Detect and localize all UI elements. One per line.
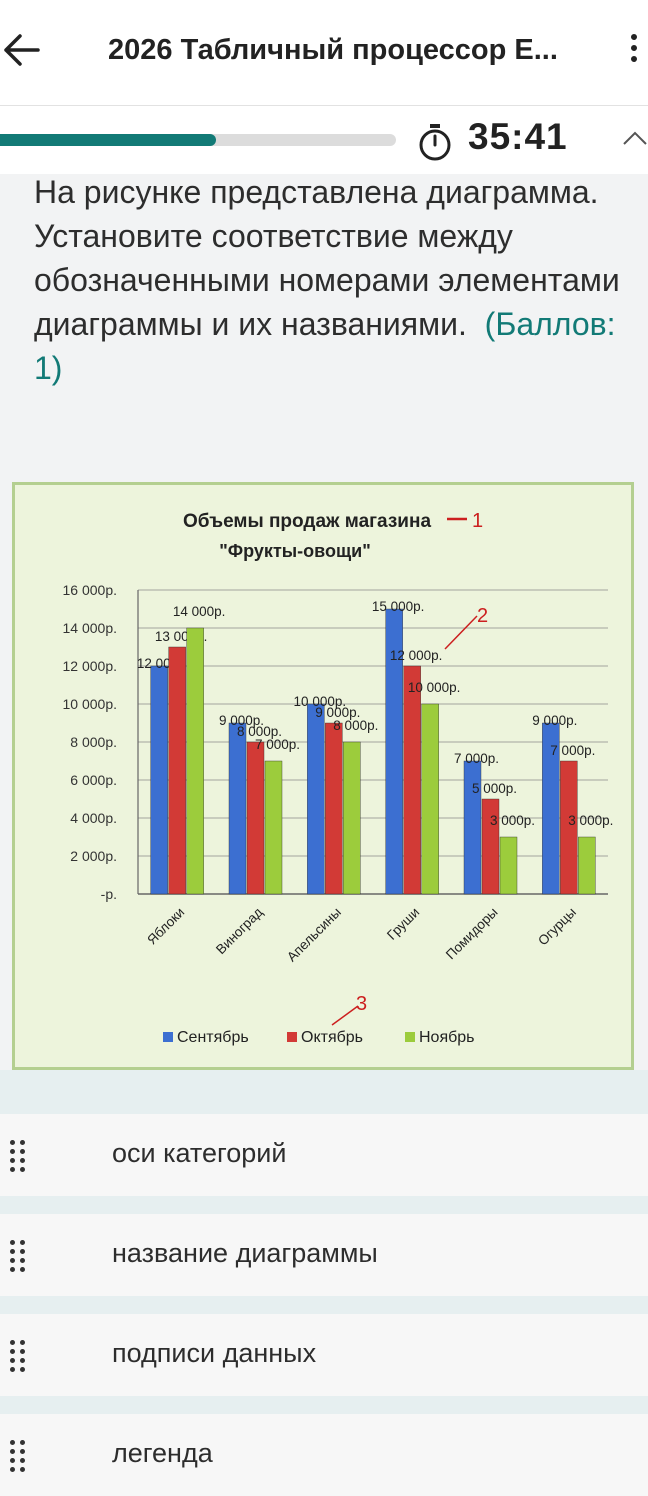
marker-line-3 <box>331 1005 359 1026</box>
bar <box>421 703 439 895</box>
bar <box>228 722 247 895</box>
bar <box>343 741 361 895</box>
progress-bar <box>0 134 396 146</box>
legend-label: Сентябрь <box>177 1029 249 1046</box>
y-tick-label: 8 000р. <box>70 734 117 750</box>
y-tick-label: 10 000р. <box>63 696 118 712</box>
y-tick-label: 14 000р. <box>63 620 118 636</box>
back-button[interactable] <box>0 28 44 72</box>
data-label: 7 000р. <box>255 737 300 752</box>
y-tick-label: 6 000р. <box>70 772 117 788</box>
y-tick-label: 2 000р. <box>70 848 117 864</box>
answer-item-2[interactable]: название диаграммы <box>0 1214 648 1296</box>
x-tick-label: Виноград <box>213 904 266 957</box>
bar <box>560 760 578 895</box>
bar <box>168 646 186 895</box>
bar <box>307 703 325 895</box>
legend-swatch <box>405 1032 415 1042</box>
x-tick-label: Яблоки <box>144 905 187 948</box>
timer: 35:41 <box>468 116 568 157</box>
answer-item-3[interactable]: подписи данных <box>0 1314 648 1396</box>
data-label: 3 000р. <box>568 813 613 828</box>
chart-image: 16 000р. 14 000р. 12 000р. 10 000р. 8 000р. 6… <box>12 482 634 1070</box>
drag-handle-icon[interactable] <box>10 1240 30 1272</box>
bar <box>403 665 421 895</box>
marker-1: 1 <box>472 510 483 532</box>
answer-label: название диаграммы <box>112 1238 378 1268</box>
drag-handle-icon[interactable] <box>10 1440 30 1472</box>
data-label: 3 000р. <box>490 813 535 828</box>
bar <box>264 760 283 895</box>
more-vertical-icon-dot <box>631 56 637 62</box>
x-tick-label: Груши <box>384 905 422 943</box>
legend-label: Октябрь <box>301 1029 363 1046</box>
progress-row: 35:41 <box>0 106 648 174</box>
bar <box>481 798 500 895</box>
more-menu-button[interactable] <box>624 34 644 70</box>
more-vertical-icon <box>631 34 637 40</box>
data-label: 9 000р. <box>532 713 577 728</box>
legend-swatch <box>287 1032 297 1042</box>
bar <box>542 722 560 895</box>
data-label: 14 000р. <box>173 604 226 619</box>
x-tick-label: Помидоры <box>443 905 501 963</box>
data-label: 8 000р. <box>333 718 378 733</box>
y-tick-label: 16 000р. <box>63 582 118 598</box>
answer-item-4[interactable]: легенда <box>0 1414 648 1496</box>
chart-subtitle: "Фрукты-овощи" <box>219 541 370 561</box>
bar-chart: 16 000р.14 000р.12 000р.10 000р.8 000р.6… <box>63 510 614 1046</box>
answer-item-1[interactable]: оси категорий <box>0 1114 648 1196</box>
marker-line-2 <box>444 615 478 650</box>
data-label: 15 000р. <box>372 599 425 614</box>
data-label: 12 000р. <box>390 648 443 663</box>
legend-label: Ноябрь <box>419 1029 475 1046</box>
drag-handle-icon[interactable] <box>10 1140 30 1172</box>
data-label: 5 000р. <box>472 781 517 796</box>
drag-handle-icon[interactable] <box>10 1340 30 1372</box>
answer-label: легенда <box>112 1438 213 1468</box>
data-label: 9 000р. <box>219 713 264 728</box>
chart-title: Объемы продаж магазина <box>183 511 431 532</box>
bar <box>246 741 265 895</box>
data-label: 10 000р. <box>294 694 347 709</box>
bar <box>385 608 403 895</box>
arrow-left-icon <box>4 34 40 66</box>
data-label: 9 000р. <box>315 705 360 720</box>
x-tick-label: Апельсины <box>284 905 344 965</box>
app-header: 2026 Табличный процессор E... <box>0 0 648 106</box>
marker-3: 3 <box>356 993 367 1015</box>
marker-2: 2 <box>477 605 488 627</box>
stopwatch-icon <box>419 124 451 161</box>
question-points: (Баллов: 1) <box>34 306 616 386</box>
x-tick-label: Огурцы <box>535 905 579 949</box>
y-tick-label: 12 000р. <box>63 658 118 674</box>
answer-label: оси категорий <box>112 1138 287 1168</box>
data-label: 7 000р. <box>550 743 595 758</box>
y-tick-label: -р. <box>101 886 117 902</box>
bar <box>325 722 343 895</box>
progress-fill <box>0 134 216 146</box>
more-vertical-icon-dot <box>631 45 637 51</box>
question-text: На рисунке представлена диаграмма. Устан… <box>34 170 624 390</box>
bar <box>150 665 168 895</box>
chevron-up-icon[interactable] <box>622 128 648 148</box>
answer-label: подписи данных <box>112 1338 317 1368</box>
y-tick-label: 4 000р. <box>70 810 117 826</box>
bar <box>186 627 204 895</box>
bar <box>499 836 518 895</box>
question-body: На рисунке представлена диаграмма. Устан… <box>34 174 620 342</box>
page-title: 2026 Табличный процессор E... <box>108 34 558 66</box>
data-label: 7 000р. <box>454 751 499 766</box>
answer-list: оси категорий название диаграммы подписи… <box>0 1070 648 1496</box>
legend-swatch <box>163 1032 173 1042</box>
bar <box>578 836 596 895</box>
data-label: 8 000р. <box>237 724 282 739</box>
bar <box>463 760 482 895</box>
data-label: 10 000р. <box>408 680 461 695</box>
